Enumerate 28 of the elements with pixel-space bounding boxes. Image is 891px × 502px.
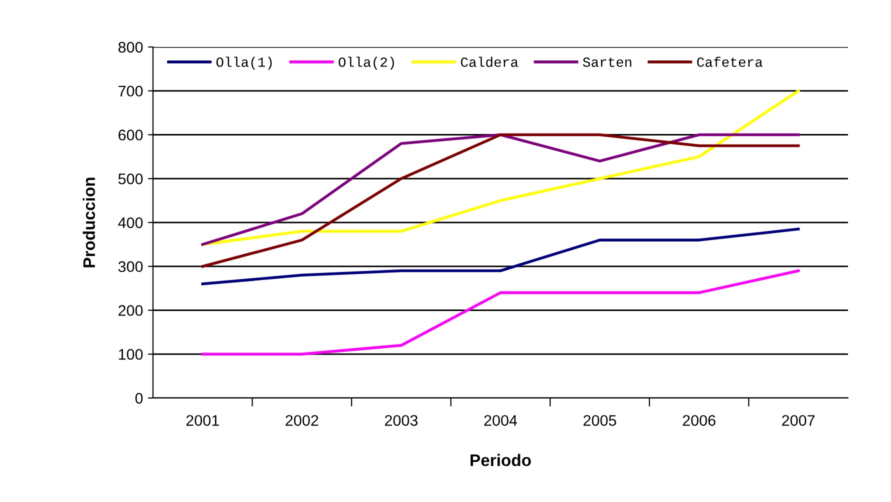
- x-tick-label: 2003: [384, 415, 418, 426]
- y-axis-title: Produccion: [82, 178, 96, 268]
- x-tick-label: 2007: [782, 415, 815, 426]
- line-series: [201, 269, 800, 356]
- x-tick-label: 2006: [682, 415, 716, 426]
- y-tick-label: 600: [118, 130, 143, 140]
- y-tick-label: 400: [118, 217, 143, 228]
- legend-label: Sarten: [582, 57, 632, 67]
- x-axis-title: Periodo: [470, 454, 531, 466]
- y-tick-label: 700: [118, 86, 143, 97]
- y-tick-label: 500: [118, 173, 143, 184]
- y-tick-label: 800: [118, 42, 143, 53]
- y-tick-label: 100: [118, 348, 143, 360]
- line-series: [201, 133, 800, 246]
- line-series: [201, 89, 800, 246]
- line-series: [201, 228, 800, 286]
- x-tick-label: 2004: [484, 415, 518, 426]
- legend-label: Olla(2): [338, 56, 394, 70]
- x-tick-label: 2005: [584, 415, 616, 426]
- legend-label: Cafetera: [697, 56, 763, 67]
- x-tick-label: 2002: [286, 415, 318, 426]
- legend-label: Caldera: [460, 56, 518, 67]
- y-tick-label: 300: [118, 261, 143, 272]
- legend-label: Olla(1): [216, 56, 272, 70]
- y-tick-label: 200: [118, 305, 143, 316]
- x-tick-label: 2001: [186, 415, 219, 426]
- y-tick-label: 0: [135, 392, 143, 404]
- line-series: [201, 133, 800, 268]
